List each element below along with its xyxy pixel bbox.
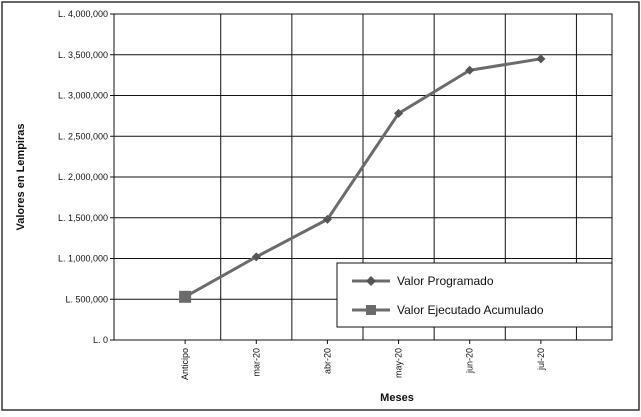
y-tick-label: L. 1,000,000: [58, 254, 108, 264]
x-tick-label: abr-20: [322, 348, 332, 374]
y-tick-label: L. 1,500,000: [58, 213, 108, 223]
point-diamond: [394, 108, 404, 118]
y-tick-label: L. 0: [93, 335, 108, 345]
x-axis-title: Meses: [380, 392, 414, 404]
point-diamond: [251, 252, 261, 262]
x-tick-label: jun-20: [465, 348, 475, 374]
point-diamond: [322, 214, 332, 224]
legend-marker-square: [366, 305, 376, 315]
y-axis-title: Valores en Lempiras: [15, 124, 27, 231]
point-diamond: [465, 65, 475, 75]
x-tick-label: may-20: [394, 348, 404, 378]
y-tick-label: L. 4,000,000: [58, 9, 108, 19]
point-square: [179, 290, 192, 303]
y-tick-label: L. 2,500,000: [58, 131, 108, 141]
series-lines: [184, 57, 542, 299]
legend-label-programado: Valor Programado: [397, 274, 494, 288]
y-axis-ticks: L. 0 L. 500,000 L. 1,000,000 L. 1,500,000 L.…: [58, 9, 108, 345]
point-diamond: [536, 54, 546, 64]
series-line: [184, 57, 542, 299]
x-tick-label: Anticipo: [180, 348, 190, 380]
x-tick-label: jul-20: [536, 348, 546, 371]
grid: [110, 13, 613, 344]
legend: Valor Programado Valor Ejecutado Acumula…: [336, 262, 613, 328]
legend-marker-diamond: [366, 276, 376, 286]
legend-label-ejecutado: Valor Ejecutado Acumulado: [397, 303, 544, 317]
x-tick-label: mar-20: [251, 348, 261, 377]
y-tick-label: L. 3,000,000: [58, 91, 108, 101]
legend-box: [336, 262, 613, 328]
y-tick-label: L. 2,000,000: [58, 172, 108, 182]
y-tick-label: L. 3,500,000: [58, 50, 108, 60]
y-tick-label: L. 500,000: [65, 294, 108, 304]
series-markers: [179, 54, 546, 303]
x-axis-ticks: Anticipo mar-20 abr-20 may-20 jun-20 jul-20: [180, 348, 546, 380]
